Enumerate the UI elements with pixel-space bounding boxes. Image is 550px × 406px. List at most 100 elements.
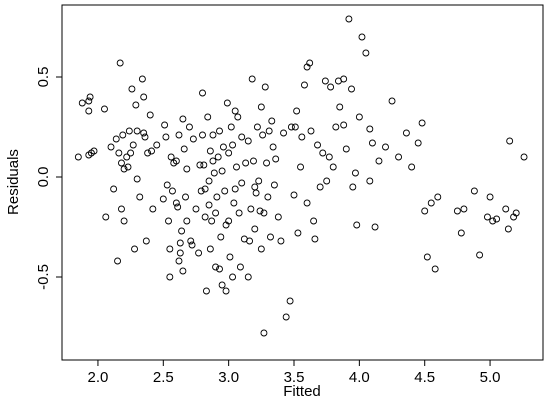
point	[208, 217, 216, 225]
point	[141, 133, 149, 141]
point	[168, 187, 176, 195]
point	[297, 163, 304, 171]
point	[159, 195, 167, 203]
point	[306, 59, 314, 67]
point	[358, 33, 366, 41]
point	[293, 107, 301, 115]
point	[199, 131, 206, 139]
point	[178, 227, 186, 235]
point	[301, 81, 308, 89]
y-axis-label: Residuals	[5, 149, 22, 215]
point	[227, 123, 235, 131]
y-tick-label: -0.5	[35, 264, 52, 290]
point	[493, 215, 501, 223]
point	[217, 233, 225, 241]
point	[457, 229, 465, 237]
point	[287, 123, 295, 131]
point	[133, 127, 141, 135]
point	[502, 205, 510, 213]
point	[351, 169, 359, 177]
point	[133, 175, 141, 183]
point	[345, 15, 353, 23]
y-tick-label: 0.0	[35, 167, 52, 188]
point	[183, 165, 191, 173]
point	[362, 49, 370, 57]
point	[250, 157, 257, 165]
point	[162, 133, 170, 141]
point	[238, 133, 246, 141]
point	[166, 245, 174, 253]
point	[251, 183, 259, 191]
point	[175, 257, 183, 265]
point	[101, 105, 108, 113]
point	[202, 287, 210, 295]
point	[116, 59, 124, 67]
point	[512, 209, 520, 217]
point	[148, 147, 155, 155]
point	[118, 159, 125, 167]
point	[129, 141, 137, 149]
point	[179, 115, 187, 123]
point	[321, 77, 329, 85]
point	[124, 163, 132, 171]
point	[332, 123, 340, 131]
point	[291, 123, 299, 131]
point	[255, 177, 263, 185]
point	[231, 185, 239, 193]
point	[246, 237, 254, 245]
point	[253, 123, 261, 131]
x-tick-label: 2.0	[88, 369, 109, 386]
point	[183, 217, 191, 225]
point	[182, 193, 189, 201]
point	[90, 147, 98, 155]
x-tick-label: 4.0	[349, 369, 370, 386]
point	[298, 133, 306, 141]
point	[303, 199, 311, 207]
point	[244, 137, 252, 145]
point	[310, 217, 318, 225]
point	[128, 85, 136, 93]
point	[294, 229, 302, 237]
point	[199, 89, 206, 97]
point	[197, 187, 205, 195]
x-tick-label: 3.0	[218, 369, 239, 386]
point	[212, 209, 220, 217]
point	[395, 153, 403, 161]
point	[233, 163, 240, 171]
point	[355, 113, 363, 121]
point	[270, 181, 278, 189]
point	[434, 193, 442, 201]
point	[431, 265, 439, 273]
point	[340, 121, 348, 129]
point	[307, 127, 315, 135]
point	[286, 297, 294, 305]
point	[165, 217, 172, 225]
point	[206, 245, 214, 253]
point	[223, 99, 231, 107]
point	[252, 189, 260, 197]
point	[172, 157, 180, 165]
point	[192, 205, 200, 213]
point	[256, 207, 264, 215]
point	[274, 213, 282, 221]
point	[114, 257, 122, 265]
point	[371, 223, 379, 231]
point	[107, 143, 115, 151]
point	[144, 149, 152, 157]
point	[209, 131, 217, 139]
point	[269, 143, 277, 151]
point	[342, 145, 350, 153]
point	[314, 141, 321, 149]
point	[264, 193, 272, 201]
point	[85, 97, 93, 105]
point	[86, 93, 94, 101]
point	[118, 205, 125, 213]
point	[136, 193, 144, 201]
point	[176, 239, 184, 247]
point	[219, 143, 227, 151]
point	[112, 135, 120, 143]
x-tick-label: 5.0	[480, 369, 501, 386]
point	[175, 131, 183, 139]
point	[149, 205, 157, 213]
point	[242, 159, 250, 167]
